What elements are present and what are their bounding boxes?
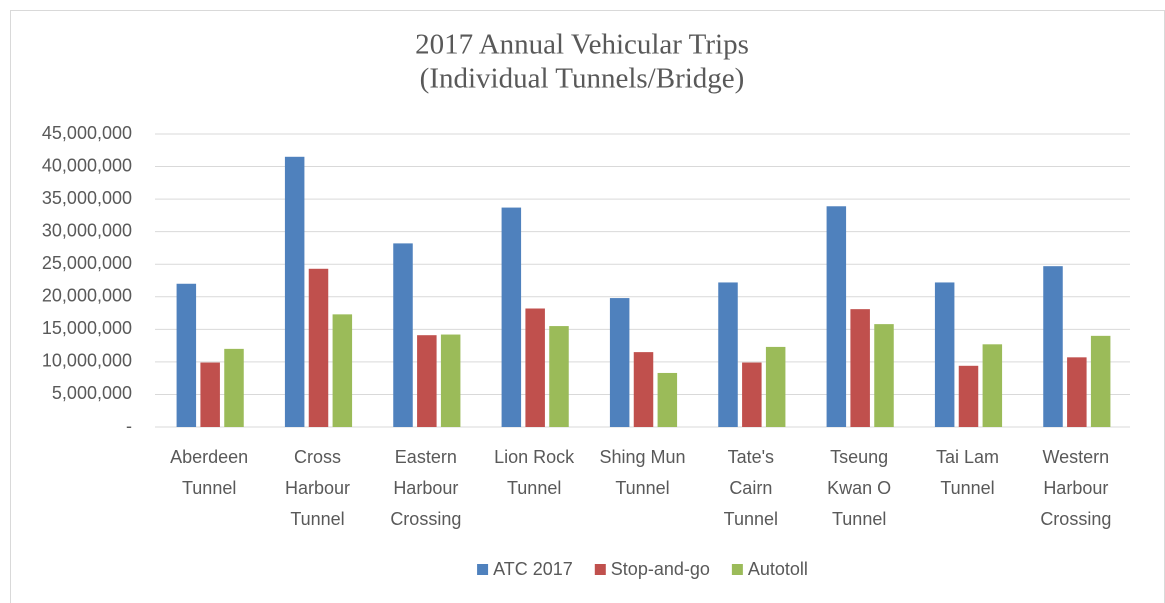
x-tick-label: Harbour bbox=[285, 478, 350, 498]
y-tick-label: - bbox=[126, 416, 132, 436]
bar bbox=[934, 282, 955, 427]
legend-swatch bbox=[594, 564, 606, 575]
bar bbox=[765, 346, 786, 427]
y-tick-label: 20,000,000 bbox=[42, 286, 132, 306]
x-tick-label: Crossing bbox=[1040, 509, 1111, 529]
bar bbox=[549, 326, 569, 427]
x-tick-label: Western bbox=[1042, 447, 1109, 467]
y-tick-label: 45,000,000 bbox=[42, 123, 132, 143]
y-tick-label: 30,000,000 bbox=[42, 220, 132, 240]
chart-frame bbox=[10, 10, 1165, 603]
bar bbox=[826, 206, 847, 427]
x-tick-label: Tunnel bbox=[290, 509, 344, 529]
bar bbox=[718, 282, 738, 427]
x-tick-label: Tunnel bbox=[940, 478, 994, 498]
bar bbox=[200, 362, 220, 427]
y-tick-label: 10,000,000 bbox=[42, 351, 132, 371]
chart-title: 2017 Annual Vehicular Trips bbox=[415, 29, 749, 61]
legend-label: Autotoll bbox=[748, 559, 808, 579]
y-tick-label: 40,000,000 bbox=[42, 155, 132, 175]
chart-title: (Individual Tunnels/Bridge) bbox=[420, 63, 745, 95]
x-tick-label: Aberdeen bbox=[170, 447, 248, 467]
x-tick-label: Kwan O bbox=[827, 478, 891, 498]
x-tick-label: Cross bbox=[294, 447, 341, 467]
y-tick-label: 35,000,000 bbox=[42, 188, 132, 208]
bar bbox=[525, 308, 545, 427]
bar bbox=[850, 309, 870, 427]
x-tick-label: Eastern bbox=[395, 447, 457, 467]
bar bbox=[874, 324, 894, 427]
bar bbox=[958, 365, 979, 427]
x-tick-label: Shing Mun bbox=[599, 447, 685, 467]
x-tick-label: Harbour bbox=[393, 478, 458, 498]
y-tick-label: 25,000,000 bbox=[42, 253, 132, 273]
x-tick-label: Cairn bbox=[729, 478, 772, 498]
x-tick-label: Tseung bbox=[830, 447, 888, 467]
bar bbox=[657, 372, 678, 427]
legend-label: Stop-and-go bbox=[611, 559, 710, 579]
bar bbox=[1043, 266, 1063, 427]
legend-swatch bbox=[731, 564, 743, 575]
x-tick-label: Lion Rock bbox=[494, 447, 575, 467]
bar bbox=[501, 207, 522, 427]
bar bbox=[742, 362, 762, 427]
bar bbox=[308, 268, 329, 427]
y-tick-label: 15,000,000 bbox=[42, 318, 132, 338]
legend-label: ATC 2017 bbox=[493, 559, 573, 579]
x-tick-label: Tate's bbox=[728, 447, 774, 467]
bar bbox=[176, 283, 197, 427]
bar bbox=[224, 348, 244, 427]
bar bbox=[1090, 335, 1111, 427]
legend-swatch bbox=[477, 564, 489, 575]
bar bbox=[393, 243, 413, 427]
x-tick-label: Tunnel bbox=[724, 509, 778, 529]
x-tick-label: Crossing bbox=[390, 509, 461, 529]
bar bbox=[1067, 357, 1087, 427]
bar bbox=[633, 352, 654, 427]
x-tick-label: Tunnel bbox=[832, 509, 886, 529]
bar bbox=[417, 335, 437, 427]
x-tick-label: Tunnel bbox=[615, 478, 669, 498]
bar bbox=[284, 156, 305, 428]
y-tick-label: 5,000,000 bbox=[52, 383, 132, 403]
bar bbox=[609, 298, 630, 427]
x-tick-label: Tunnel bbox=[182, 478, 236, 498]
x-tick-label: Harbour bbox=[1043, 478, 1108, 498]
x-tick-label: Tunnel bbox=[507, 478, 561, 498]
bar bbox=[982, 344, 1003, 427]
bar bbox=[332, 314, 353, 427]
bar bbox=[440, 334, 461, 427]
x-tick-label: Tai Lam bbox=[936, 447, 999, 467]
